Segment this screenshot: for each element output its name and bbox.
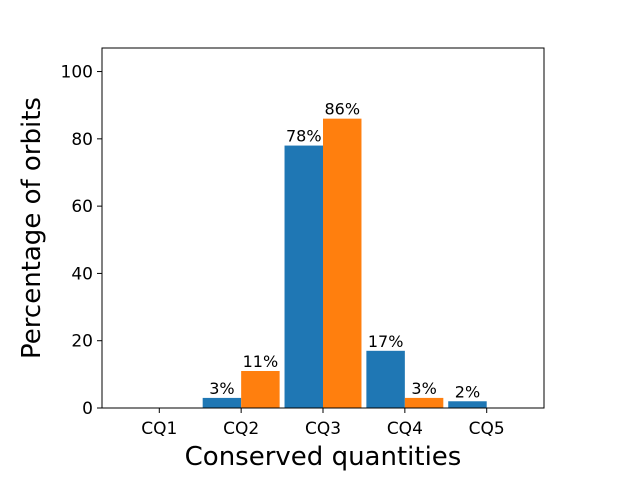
bar-cq2-series-2 xyxy=(241,370,280,408)
x-tick-label: CQ2 xyxy=(223,419,259,439)
bars-layer xyxy=(202,118,487,408)
y-tick-label: 60 xyxy=(71,197,93,217)
x-tick-label: CQ3 xyxy=(305,419,341,439)
y-tick-label: 100 xyxy=(61,63,93,83)
bar-cq3-series-2 xyxy=(323,118,362,408)
x-tick-label: CQ1 xyxy=(141,419,177,439)
data-labels-layer: 3% 78% 17% 2% 11% 86% 3% xyxy=(209,100,480,402)
data-label: 17% xyxy=(368,332,404,351)
x-tick-label: CQ4 xyxy=(387,419,423,439)
bar-cq4-series-1 xyxy=(366,350,405,408)
data-label: 78% xyxy=(286,127,322,146)
data-label: 11% xyxy=(243,352,279,371)
y-axis-title: Percentage of orbits xyxy=(17,97,47,359)
bar-cq4-series-2 xyxy=(404,397,444,408)
x-axis: CQ1 CQ2 CQ3 CQ4 CQ5 xyxy=(141,408,505,439)
bar-cq5-series-1 xyxy=(448,401,487,408)
y-tick-label: 20 xyxy=(71,332,93,352)
data-label: 86% xyxy=(324,100,360,119)
data-label: 3% xyxy=(411,379,436,398)
y-tick-label: 40 xyxy=(71,264,93,284)
bar-cq3-series-1 xyxy=(284,145,323,408)
y-tick-label: 0 xyxy=(82,399,93,419)
x-axis-title: Conserved quantities xyxy=(185,442,462,472)
y-axis: 0 20 40 60 80 100 xyxy=(61,63,102,419)
data-label: 2% xyxy=(455,382,480,401)
data-label: 3% xyxy=(209,379,234,398)
bar-cq2-series-1 xyxy=(202,397,242,408)
x-tick-label: CQ5 xyxy=(469,419,505,439)
y-tick-label: 80 xyxy=(71,130,93,150)
